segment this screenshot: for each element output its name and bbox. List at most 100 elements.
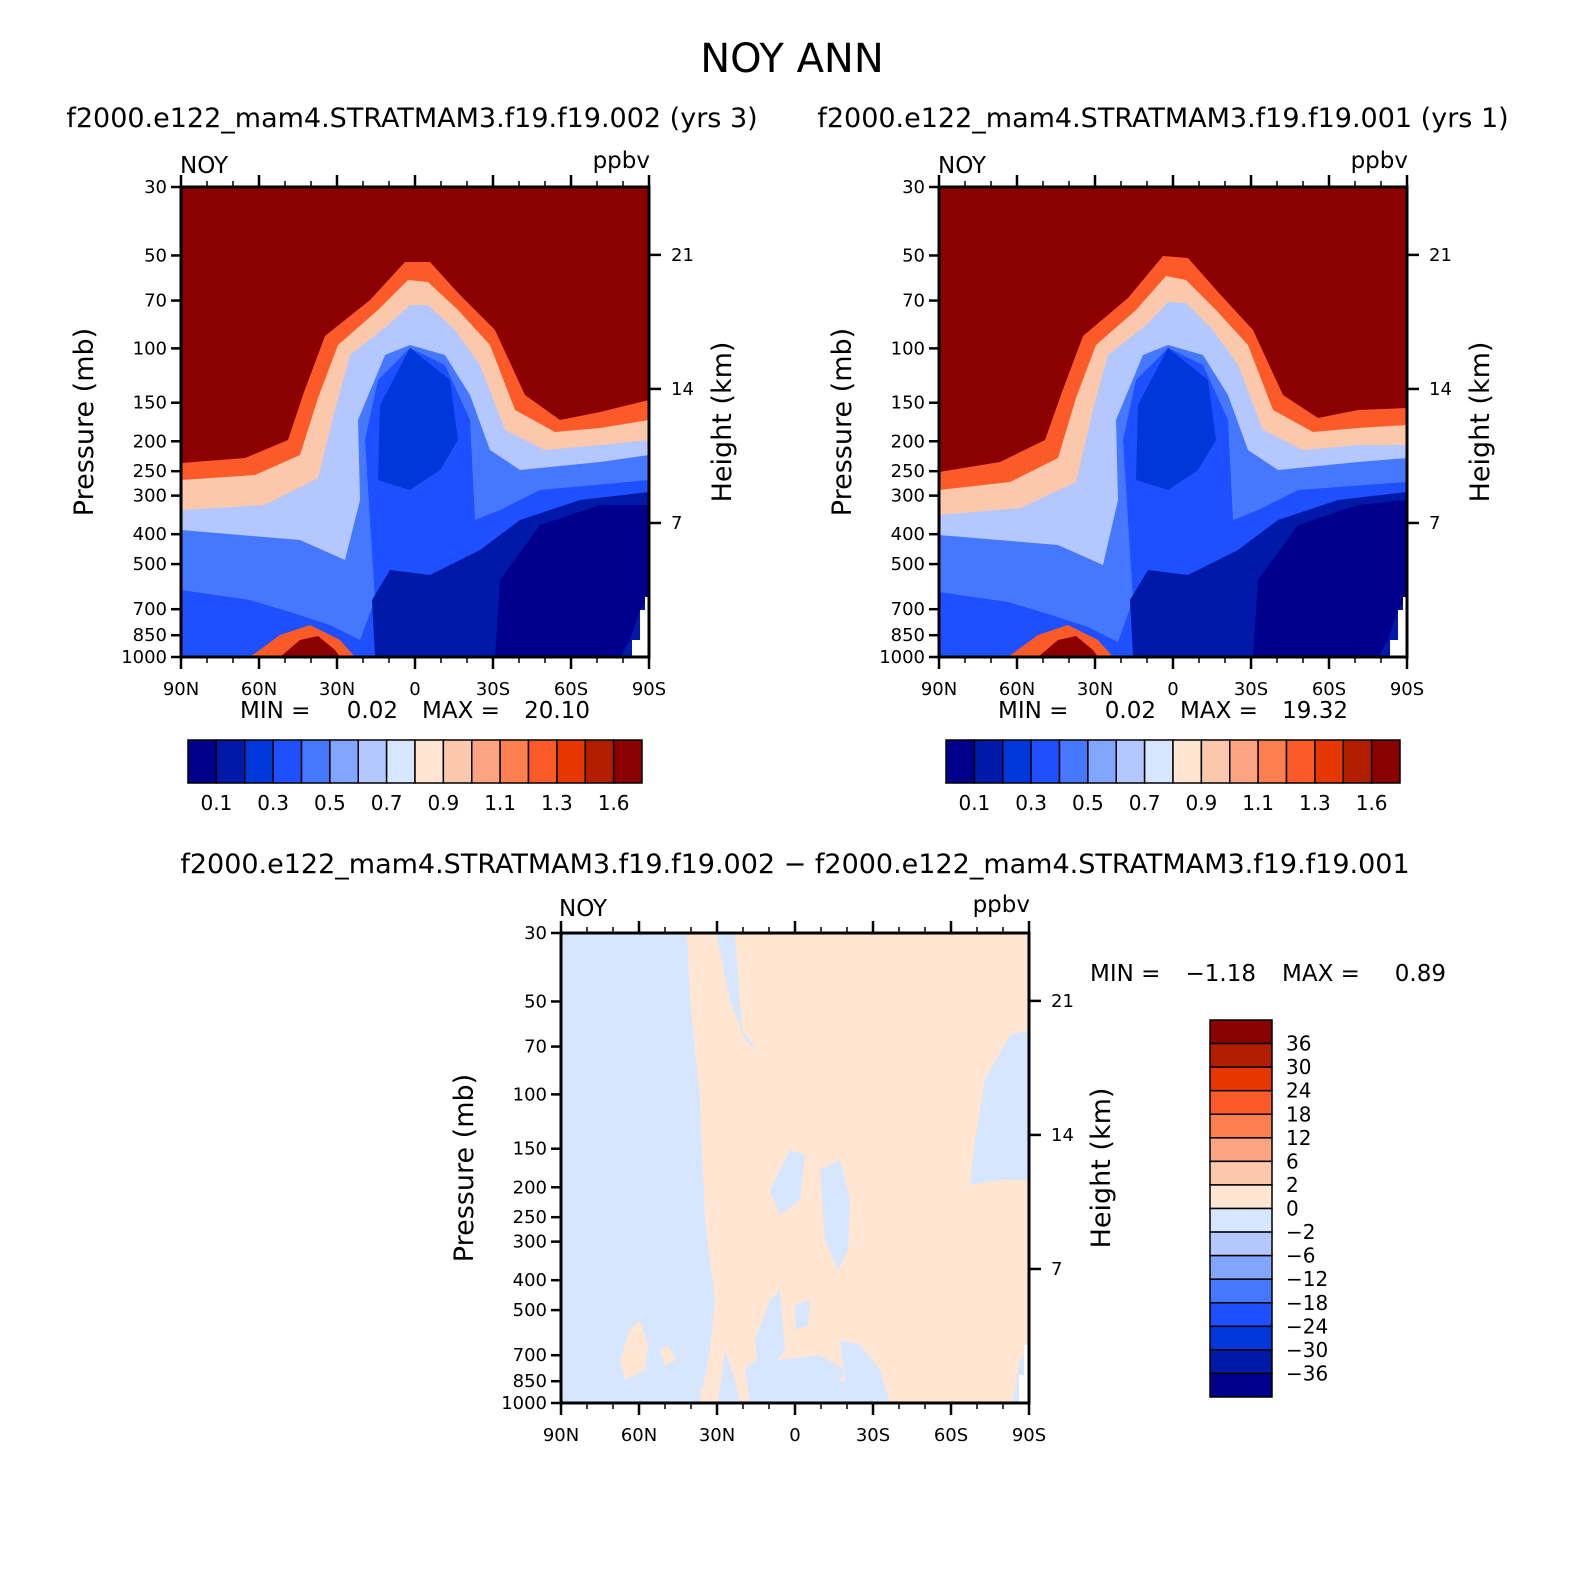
panel1-colorbar-bin xyxy=(329,739,359,784)
panel-run-001: f2000.e122_mam4.STRATMAM3.f19.f19.001 (y… xyxy=(817,103,1508,815)
panel2-colorbar-bin xyxy=(1200,739,1231,784)
panel3-y-right-tick-label: 21 xyxy=(1051,991,1074,1012)
panel2-y-tick-label: 70 xyxy=(902,291,925,312)
panel1-colorbar-bin xyxy=(442,739,473,784)
panel1-colorbar-label: 0.9 xyxy=(427,791,459,815)
panel3-colorbar-label: 36 xyxy=(1286,1032,1311,1056)
panel3-field-positive-3 xyxy=(660,1345,676,1365)
panel3-x-tick-label: 60N xyxy=(621,1425,657,1446)
panel2-x-axis: 90N 60N 30N 0 30S 60S 90S xyxy=(921,175,1424,700)
panel2-colorbar-label: 0.3 xyxy=(1015,791,1047,815)
panel1-x-tick-label: 90S xyxy=(632,679,666,700)
panel1-missing-2 xyxy=(640,610,645,657)
panel3-missing-1 xyxy=(1024,1345,1029,1403)
panel2-colorbar-bin xyxy=(945,739,976,784)
panel1-x-tick-label: 30S xyxy=(476,679,510,700)
panel3-y-tick-label: 500 xyxy=(513,1300,547,1321)
panel2-y-tick-label: 850 xyxy=(891,625,925,646)
panel3-y-tick-label: 400 xyxy=(513,1270,547,1291)
panel1-y-tick-label: 200 xyxy=(133,431,167,452)
panel3-colorbar-bin xyxy=(1209,1089,1273,1115)
panel1-x-tick-label: 60S xyxy=(554,679,588,700)
panel2-y-tick-label: 1000 xyxy=(879,647,925,668)
panel1-colorbar-bin xyxy=(187,739,218,784)
panel1-y-right-tick-label: 14 xyxy=(671,379,694,400)
panel2-x-tick-label: 60N xyxy=(999,679,1035,700)
panel2-x-tick-label: 30S xyxy=(1234,679,1268,700)
panel3-colorbar-bin xyxy=(1209,1325,1273,1351)
panel3-colorbar-label: −12 xyxy=(1286,1267,1328,1291)
panel2-colorbar-label: 0.7 xyxy=(1129,791,1161,815)
panel2-colorbar-label: 0.5 xyxy=(1072,791,1104,815)
panel2-colorbar: 0.1 0.3 0.5 0.7 0.9 1.1 1.3 1.6 xyxy=(945,739,1401,815)
panel3-colorbar-label: 2 xyxy=(1286,1173,1299,1197)
panel2-colorbar-bin xyxy=(1257,739,1288,784)
panel3-y-tick-label: 850 xyxy=(513,1371,547,1392)
panel3-colorbar-bin xyxy=(1209,1372,1273,1398)
panel3-colorbar-bin xyxy=(1209,1254,1273,1280)
panel1-x-tick-label: 90N xyxy=(163,679,199,700)
panel3-field-positive-4 xyxy=(700,1380,718,1403)
panel3-y-axis-right: 21 14 7 xyxy=(1029,991,1074,1280)
panel1-y-tick-label: 50 xyxy=(144,245,167,266)
panel3-colorbar-bin xyxy=(1209,1137,1273,1163)
panel1-colorbar-bin xyxy=(357,739,388,784)
panel3-colorbar-label: −36 xyxy=(1286,1361,1328,1385)
panel3-y-tick-label: 250 xyxy=(513,1207,547,1228)
panel3-colorbar-bin xyxy=(1209,1042,1273,1068)
panel2-colorbar-bin xyxy=(1229,739,1259,784)
panel-run-002: f2000.e122_mam4.STRATMAM3.f19.f19.002 (y… xyxy=(66,103,757,815)
panel2-colorbar-bin xyxy=(1087,739,1117,784)
panel2-y-tick-label: 300 xyxy=(891,486,925,507)
panel1-min-label: MIN = xyxy=(240,698,310,724)
panel2-colorbar-bin xyxy=(1172,739,1203,784)
panel2-field-contour-8 xyxy=(1253,500,1407,657)
panel1-colorbar-label: 0.5 xyxy=(314,791,346,815)
panel3-x-tick-label: 30N xyxy=(699,1425,735,1446)
panel3-max-value: 0.89 xyxy=(1395,961,1446,987)
panel3-y-tick-label: 50 xyxy=(524,991,547,1012)
panel3-max-label: MAX = xyxy=(1282,961,1360,987)
panel1-colorbar-bin xyxy=(244,739,274,784)
panel3-plot-area xyxy=(561,933,1029,1403)
panel3-x-tick-label: 90N xyxy=(543,1425,579,1446)
panel3-y-tick-label: 70 xyxy=(524,1037,547,1058)
panel1-colorbar-bin xyxy=(215,739,246,784)
panel3-colorbar-label: −30 xyxy=(1286,1338,1328,1362)
panel2-colorbar-label: 0.1 xyxy=(958,791,990,815)
panel1-colorbar-bin xyxy=(612,739,643,784)
panel1-field-contour-6 xyxy=(378,348,458,490)
panel3-colorbar-label: 0 xyxy=(1286,1197,1299,1221)
panel3-colorbar-label: −6 xyxy=(1286,1244,1315,1268)
panel3-colorbar-bin xyxy=(1209,1066,1273,1092)
panel2-y-axis-right: 21 14 7 xyxy=(1407,245,1452,534)
panel3-min-value: −1.18 xyxy=(1186,961,1256,987)
panel3-field-negative-2 xyxy=(820,1160,850,1270)
panel1-colorbar-bin xyxy=(499,739,530,784)
panel2-max-label: MAX = xyxy=(1180,698,1258,724)
panel1-y-tick-label: 70 xyxy=(144,291,167,312)
panel2-colorbar-bin xyxy=(1030,739,1061,784)
panel1-plot-area xyxy=(181,187,649,657)
panel3-colorbar-label: 6 xyxy=(1286,1149,1299,1173)
panel3-y-tick-label: 30 xyxy=(524,923,547,944)
panel1-y-tick-label: 250 xyxy=(133,461,167,482)
panel2-colorbar-bin xyxy=(973,739,1004,784)
panel2-missing-2 xyxy=(1398,610,1403,657)
panel1-y-tick-label: 400 xyxy=(133,524,167,545)
panel3-colorbar-bin xyxy=(1209,1302,1273,1328)
panel1-colorbar-label: 1.6 xyxy=(598,791,630,815)
panel1-right-label: ppbv xyxy=(593,148,650,174)
panel3-title: f2000.e122_mam4.STRATMAM3.f19.f19.002 − … xyxy=(180,849,1409,880)
panel2-colorbar-bin xyxy=(1285,739,1316,784)
panel2-right-label: ppbv xyxy=(1351,148,1408,174)
panel3-y-tick-label: 700 xyxy=(513,1345,547,1366)
panel2-y-tick-label: 150 xyxy=(891,393,925,414)
panel2-x-tick-label: 60S xyxy=(1312,679,1346,700)
panel2-y-tick-label: 30 xyxy=(902,177,925,198)
panel2-y-tick-label: 200 xyxy=(891,431,925,452)
panel1-colorbar-label: 0.1 xyxy=(200,791,232,815)
